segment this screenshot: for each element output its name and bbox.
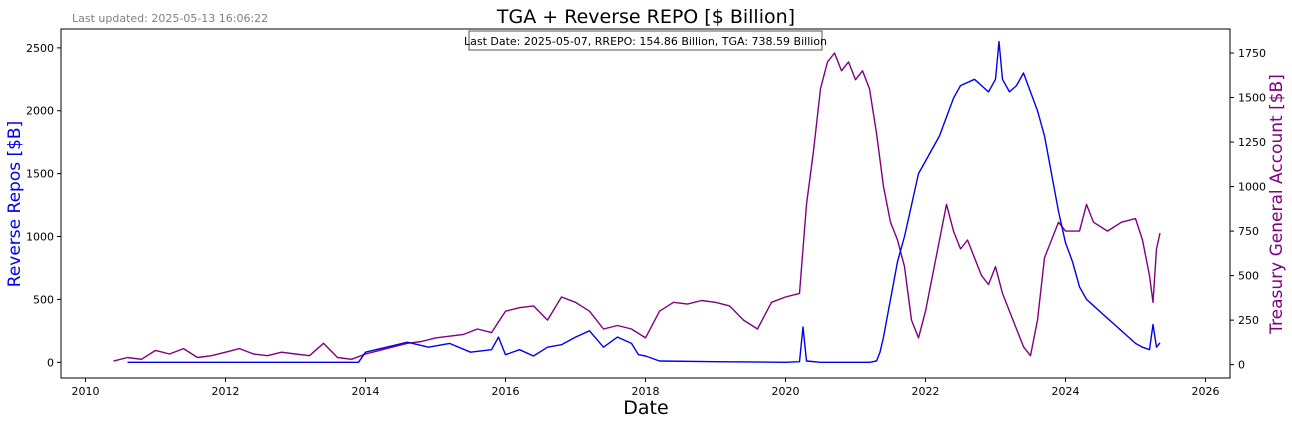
x-tick-label: 2014: [352, 385, 380, 398]
y-left-tick-label: 1000: [26, 231, 54, 244]
last-date-annotation: Last Date: 2025-05-07, RREPO: 154.86 Bil…: [464, 30, 827, 51]
x-tick-label: 2010: [72, 385, 100, 398]
y-axis-right: 0 250 500 750 1000 1250 1500 1750: [1230, 47, 1266, 372]
y-left-tick-label: 2500: [26, 42, 54, 55]
y-right-tick-label: 1250: [1238, 136, 1266, 149]
y-right-tick-label: 250: [1238, 314, 1259, 327]
y-right-tick-label: 0: [1238, 359, 1245, 372]
y-axis-right-label: Treasury General Account [$B]: [1267, 74, 1287, 335]
chart-title: TGA + Reverse REPO [$ Billion]: [496, 6, 795, 28]
x-tick-label: 2022: [912, 385, 940, 398]
y-right-tick-label: 750: [1238, 225, 1259, 238]
y-axis-left-label: Reverse Repos [$B]: [5, 121, 25, 287]
last-updated-label: Last updated: 2025-05-13 16:06:22: [72, 12, 268, 25]
x-tick-label: 2018: [632, 385, 660, 398]
y-left-tick-label: 0: [47, 356, 54, 369]
annotation-frame: [468, 30, 823, 51]
x-tick-label: 2020: [772, 385, 800, 398]
x-axis-label: Date: [623, 397, 668, 419]
series-line-tga: [113, 52, 1161, 362]
x-axis: 2010 2012 2014 2016 2018 2020 2022 2024 2026: [72, 378, 1220, 398]
x-tick-label: 2012: [212, 385, 240, 398]
annotation-text: Last Date: 2025-05-07, RREPO: 154.86 Bil…: [464, 35, 827, 48]
x-tick-label: 2026: [1192, 385, 1220, 398]
series-line-rrepo: [127, 40, 1161, 363]
y-left-tick-label: 2000: [26, 105, 54, 118]
y-right-tick-label: 500: [1238, 270, 1259, 283]
series-lines: [113, 40, 1161, 363]
y-left-tick-label: 1500: [26, 168, 54, 181]
y-right-tick-label: 1750: [1238, 47, 1266, 60]
y-left-tick-label: 500: [33, 293, 54, 306]
y-right-tick-label: 1500: [1238, 92, 1266, 105]
y-right-tick-label: 1000: [1238, 181, 1266, 194]
x-tick-label: 2024: [1052, 385, 1080, 398]
y-axis-left: 0 500 1000 1500 2000 2500: [26, 42, 61, 369]
x-tick-label: 2016: [492, 385, 520, 398]
